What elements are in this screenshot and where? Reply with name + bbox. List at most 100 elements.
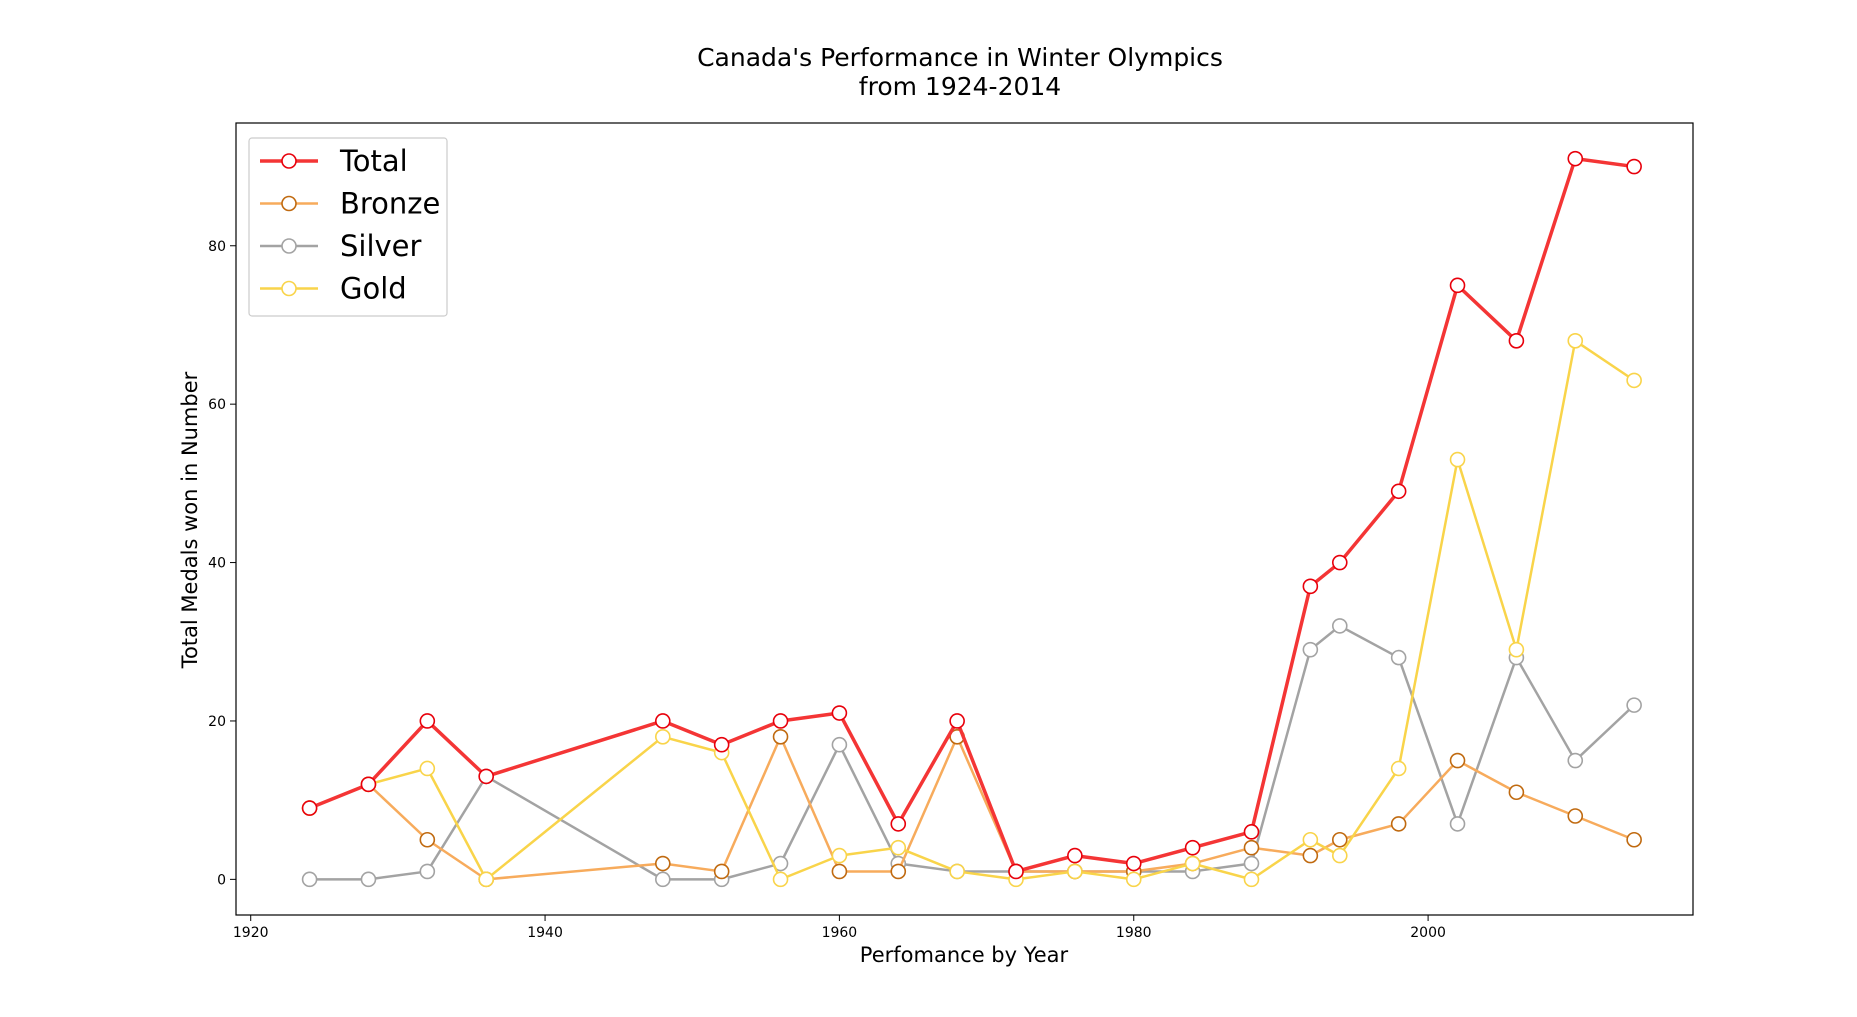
data-point-total [419,713,436,729]
legend-marker-silver [281,238,297,254]
legend-label-bronze: Bronze [340,187,440,221]
data-point-gold [949,863,965,880]
chart-title-line-2: from 1924-2014 [859,72,1061,101]
data-point-bronze [1626,831,1642,848]
data-point-gold [831,847,848,864]
data-point-gold [1449,451,1466,468]
data-point-bronze [1390,816,1407,832]
y-axis-label: Total Medals won in Number [178,371,202,669]
data-point-gold [478,871,494,888]
series-line-gold [309,339,1635,881]
legend-marker-bronze [281,195,297,212]
legend-label-silver: Silver [340,229,422,263]
y-tick-label: 60 [208,397,226,413]
chart-title-line-1: Canada's Performance in Winter Olympics [697,43,1223,72]
data-point-total [1067,847,1083,864]
data-point-silver [360,871,377,888]
y-tick-label: 20 [208,714,226,730]
data-point-total [1008,863,1024,880]
data-point-total [1626,158,1642,175]
data-point-total [949,713,965,729]
x-axis: 1920 1940 1960 1980 2000 [233,915,1446,941]
legend-item-bronze: Bronze [260,187,440,221]
legend: Total Bronze Silver Gold [248,137,448,317]
data-point-gold [654,728,671,745]
data-point-bronze [831,863,848,880]
legend-item-gold: Gold [260,272,407,306]
data-point-gold [1184,855,1201,872]
data-point-total [772,713,789,729]
data-point-gold [772,871,789,888]
data-point-silver [1449,816,1466,832]
data-point-silver [1626,697,1642,713]
x-axis-label: Perfomance by Year [860,943,1069,967]
x-tick-label: 1980 [1116,925,1152,941]
x-tick-label: 1940 [527,925,563,941]
plot-frame [235,122,1694,916]
data-point-bronze [772,728,789,745]
data-point-silver [1390,649,1407,666]
y-tick-label: 0 [217,872,226,888]
data-point-bronze [890,863,907,880]
series-line-bronze [309,735,1635,881]
data-point-bronze [1567,808,1584,824]
data-point-gold [1508,641,1525,658]
data-point-gold [419,760,436,777]
data-point-bronze [1243,839,1260,856]
data-point-bronze [419,831,436,848]
y-tick-label: 40 [208,556,226,572]
data-point-bronze [1508,784,1525,801]
data-point-silver [1243,855,1260,872]
data-point-total [1567,150,1584,167]
data-point-gold [1331,847,1348,864]
data-point-bronze [1449,752,1466,769]
data-point-silver [1331,618,1348,634]
legend-marker-gold [281,280,297,297]
data-point-bronze [1302,847,1319,864]
y-tick-label: 80 [208,239,226,255]
series-line-total [308,156,1635,874]
data-point-gold [1243,871,1260,888]
data-point-total [1449,277,1466,294]
legend-item-total: Total [260,144,408,178]
data-point-total [1184,839,1201,856]
data-point-total [478,768,494,785]
data-point-total [1331,554,1348,571]
data-point-silver [831,736,848,753]
x-tick-label: 1920 [233,925,269,941]
data-point-total [1125,855,1142,872]
data-point-silver [654,871,671,888]
data-point-total [654,713,671,729]
data-point-total [1390,483,1407,500]
data-point-total [831,705,848,721]
data-point-gold [1302,831,1319,848]
data-point-bronze [1331,831,1348,848]
x-tick-label: 2000 [1410,925,1446,941]
data-point-gold [1067,863,1083,880]
y-axis: 0 20 40 60 80 [208,239,236,888]
data-point-silver [1302,641,1319,658]
x-tick-label: 1960 [822,925,858,941]
series-total [301,150,1642,880]
data-point-total [1508,332,1525,349]
data-point-total [360,776,377,793]
legend-marker-total [281,153,297,169]
data-point-gold [1125,871,1142,888]
data-point-silver [1567,752,1584,769]
data-point-silver [419,863,436,880]
legend-label-gold: Gold [340,272,407,306]
series-layer [301,150,1642,888]
data-point-total [1243,824,1260,840]
data-point-gold [1567,332,1584,349]
data-point-gold [890,839,907,856]
data-point-total [301,800,318,816]
legend-box [248,137,448,317]
data-point-gold [1390,760,1407,777]
data-point-total [890,816,907,832]
data-point-bronze [654,855,671,872]
legend-item-silver: Silver [260,229,422,263]
data-point-total [713,736,730,753]
data-point-silver [301,871,318,888]
data-point-gold [1626,372,1642,389]
